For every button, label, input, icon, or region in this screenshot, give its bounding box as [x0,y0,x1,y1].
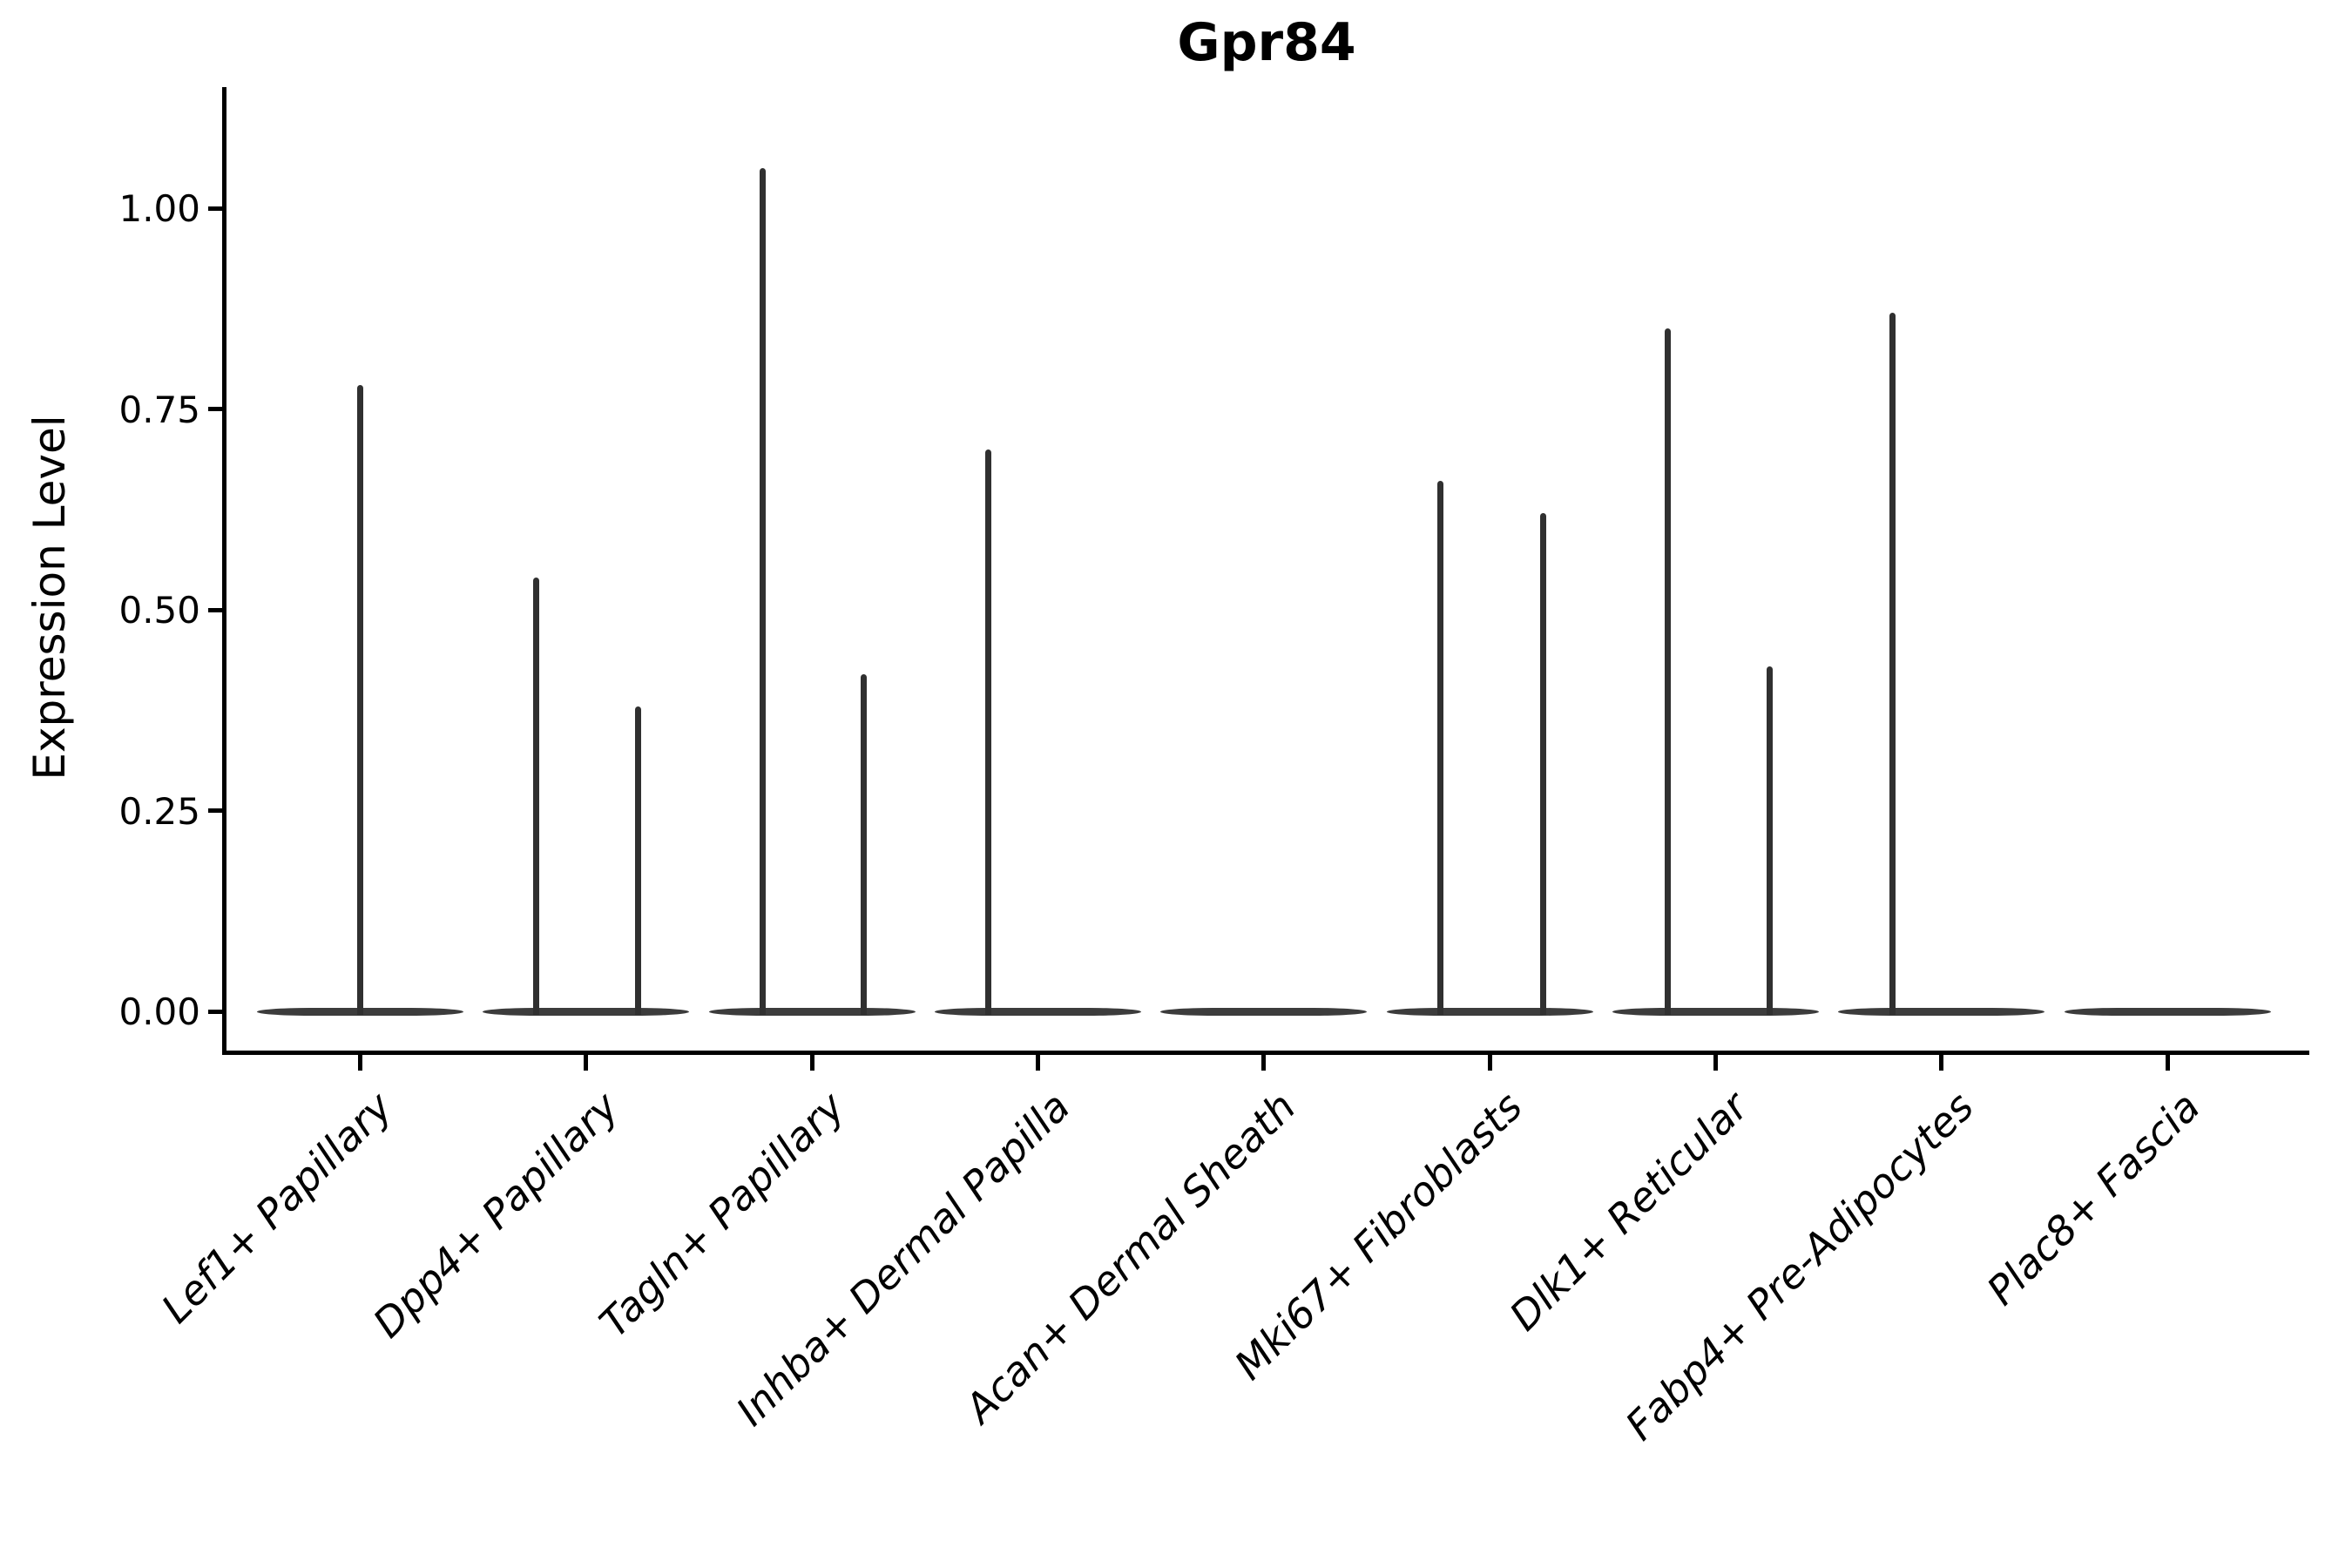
x-axis-spine [222,1051,2309,1055]
x-tick-label: Tagln+ Papillary [590,1083,854,1347]
x-tick-label: Dlk1+ Reticular [1500,1083,1757,1340]
y-tick [208,407,222,411]
y-axis-label: Expression Level [24,415,75,781]
violin-spike [533,578,540,1015]
y-tick-label: 0.00 [118,990,200,1033]
violin-spike [984,449,991,1015]
chart-title: Gpr84 [1177,12,1356,73]
y-tick [208,607,222,612]
x-tick [358,1055,363,1071]
violin-spike [1665,328,1672,1015]
violin-spike [1767,666,1774,1015]
violin-baseline [708,1007,916,1016]
violin-spike [1436,481,1443,1015]
x-tick [1261,1055,1267,1071]
y-tick [208,206,222,211]
violin-baseline [2064,1007,2271,1016]
y-tick [208,1009,222,1014]
violin-spike [1889,312,1896,1015]
x-tick [584,1055,589,1071]
violin-spike [1539,513,1546,1015]
violin-baseline [1386,1007,1593,1016]
y-tick-label: 0.25 [118,789,200,833]
violin-spike [759,167,766,1015]
violin-baseline [483,1007,690,1016]
violin-baseline [1838,1007,2045,1016]
y-tick [208,808,222,813]
violin-baseline [935,1007,1141,1016]
y-tick-label: 0.75 [118,388,200,431]
violin-spike [357,384,364,1015]
violin-spike [861,673,868,1015]
x-tick [2165,1055,2170,1071]
x-tick [1036,1055,1040,1071]
x-tick-label: Plac8+ Fascia [1977,1083,2209,1315]
x-tick [1939,1055,1944,1071]
x-tick [1487,1055,1492,1071]
y-tick-label: 1.00 [118,187,200,230]
violin-spike [635,706,642,1015]
x-tick [1713,1055,1718,1071]
x-tick [809,1055,814,1071]
y-tick-label: 0.50 [118,589,200,632]
x-tick-label: Lef1+ Papillary [152,1083,402,1333]
y-axis-spine [222,87,226,1055]
violin-baseline [1160,1007,1368,1016]
x-tick-label: Dpp4+ Papillary [363,1083,628,1347]
violin-baseline [1612,1007,1819,1016]
